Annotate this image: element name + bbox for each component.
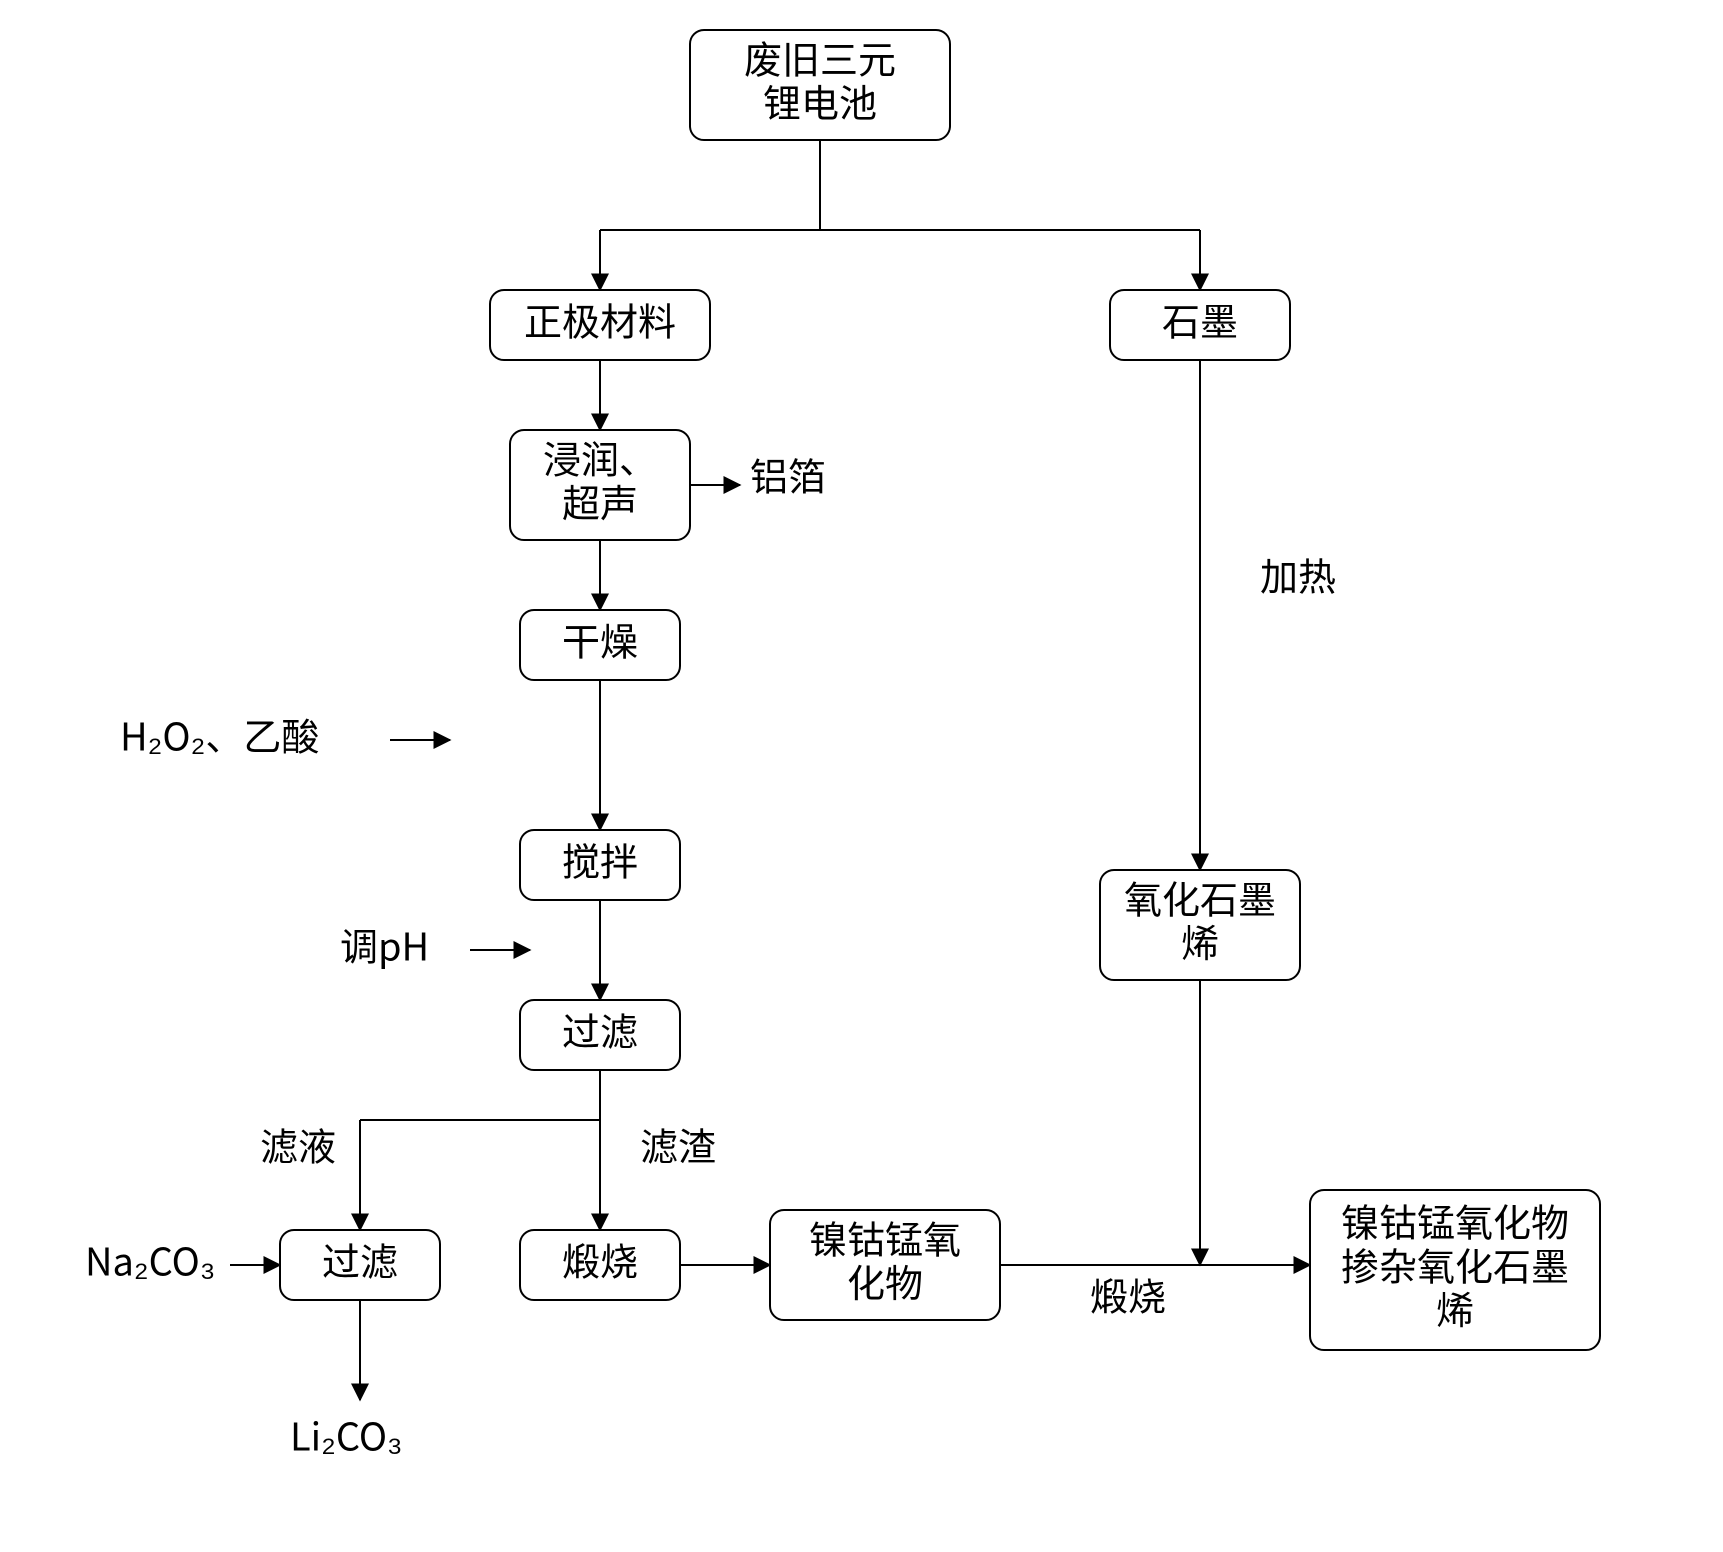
node-filter1: 过滤 <box>520 1000 680 1070</box>
node-filter2: 过滤 <box>280 1230 440 1300</box>
node-go: 氧化石墨烯 <box>1100 869 1300 980</box>
node-graphite: 石墨 <box>1110 290 1290 360</box>
node-stir: 搅拌 <box>520 830 680 900</box>
label-adjPH: 调pH <box>340 916 429 971</box>
label-li2co3: Li₂CO₃ <box>290 1406 403 1461</box>
label-heat: 加热 <box>1260 546 1336 601</box>
node-stir-text-0: 搅拌 <box>562 831 638 886</box>
node-calcine1-text-0: 煅烧 <box>562 1231 638 1286</box>
flowchart-canvas: 废旧三元锂电池正极材料石墨浸润、超声干燥搅拌过滤过滤煅烧镍钴锰氧化物氧化石墨烯镍… <box>0 0 1723 1552</box>
node-ncmOxide-text-1: 化物 <box>847 1253 923 1308</box>
label-h2o2: H₂O₂、乙酸 <box>120 706 319 761</box>
node-cathode-text-0: 正极材料 <box>524 291 676 346</box>
node-graphite-text-0: 石墨 <box>1162 291 1238 346</box>
node-calcine1: 煅烧 <box>520 1230 680 1300</box>
label-alFoil: 铝箔 <box>750 446 826 501</box>
label-calcine2: 煅烧 <box>1090 1266 1166 1321</box>
label-residue: 滤渣 <box>640 1116 716 1171</box>
node-filter2-text-0: 过滤 <box>322 1231 398 1286</box>
node-ncmOxide: 镍钴锰氧化物 <box>770 1209 1000 1320</box>
node-soak-text-1: 超声 <box>562 473 638 528</box>
node-final: 镍钴锰氧化物掺杂氧化石墨烯 <box>1310 1190 1600 1350</box>
node-root-text-1: 锂电池 <box>763 73 877 128</box>
node-dry: 干燥 <box>520 610 680 680</box>
node-soak: 浸润、超声 <box>510 429 690 540</box>
node-filter1-text-0: 过滤 <box>562 1001 638 1056</box>
nodes-layer: 废旧三元锂电池正极材料石墨浸润、超声干燥搅拌过滤过滤煅烧镍钴锰氧化物氧化石墨烯镍… <box>280 29 1600 1350</box>
node-root: 废旧三元锂电池 <box>690 29 950 140</box>
node-dry-text-0: 干燥 <box>562 611 638 666</box>
label-filtrate: 滤液 <box>260 1116 336 1171</box>
node-go-text-1: 烯 <box>1181 913 1219 968</box>
label-na2co3: Na₂CO₃ <box>85 1231 215 1286</box>
node-cathode: 正极材料 <box>490 290 710 360</box>
node-final-text-2: 烯 <box>1436 1280 1474 1335</box>
